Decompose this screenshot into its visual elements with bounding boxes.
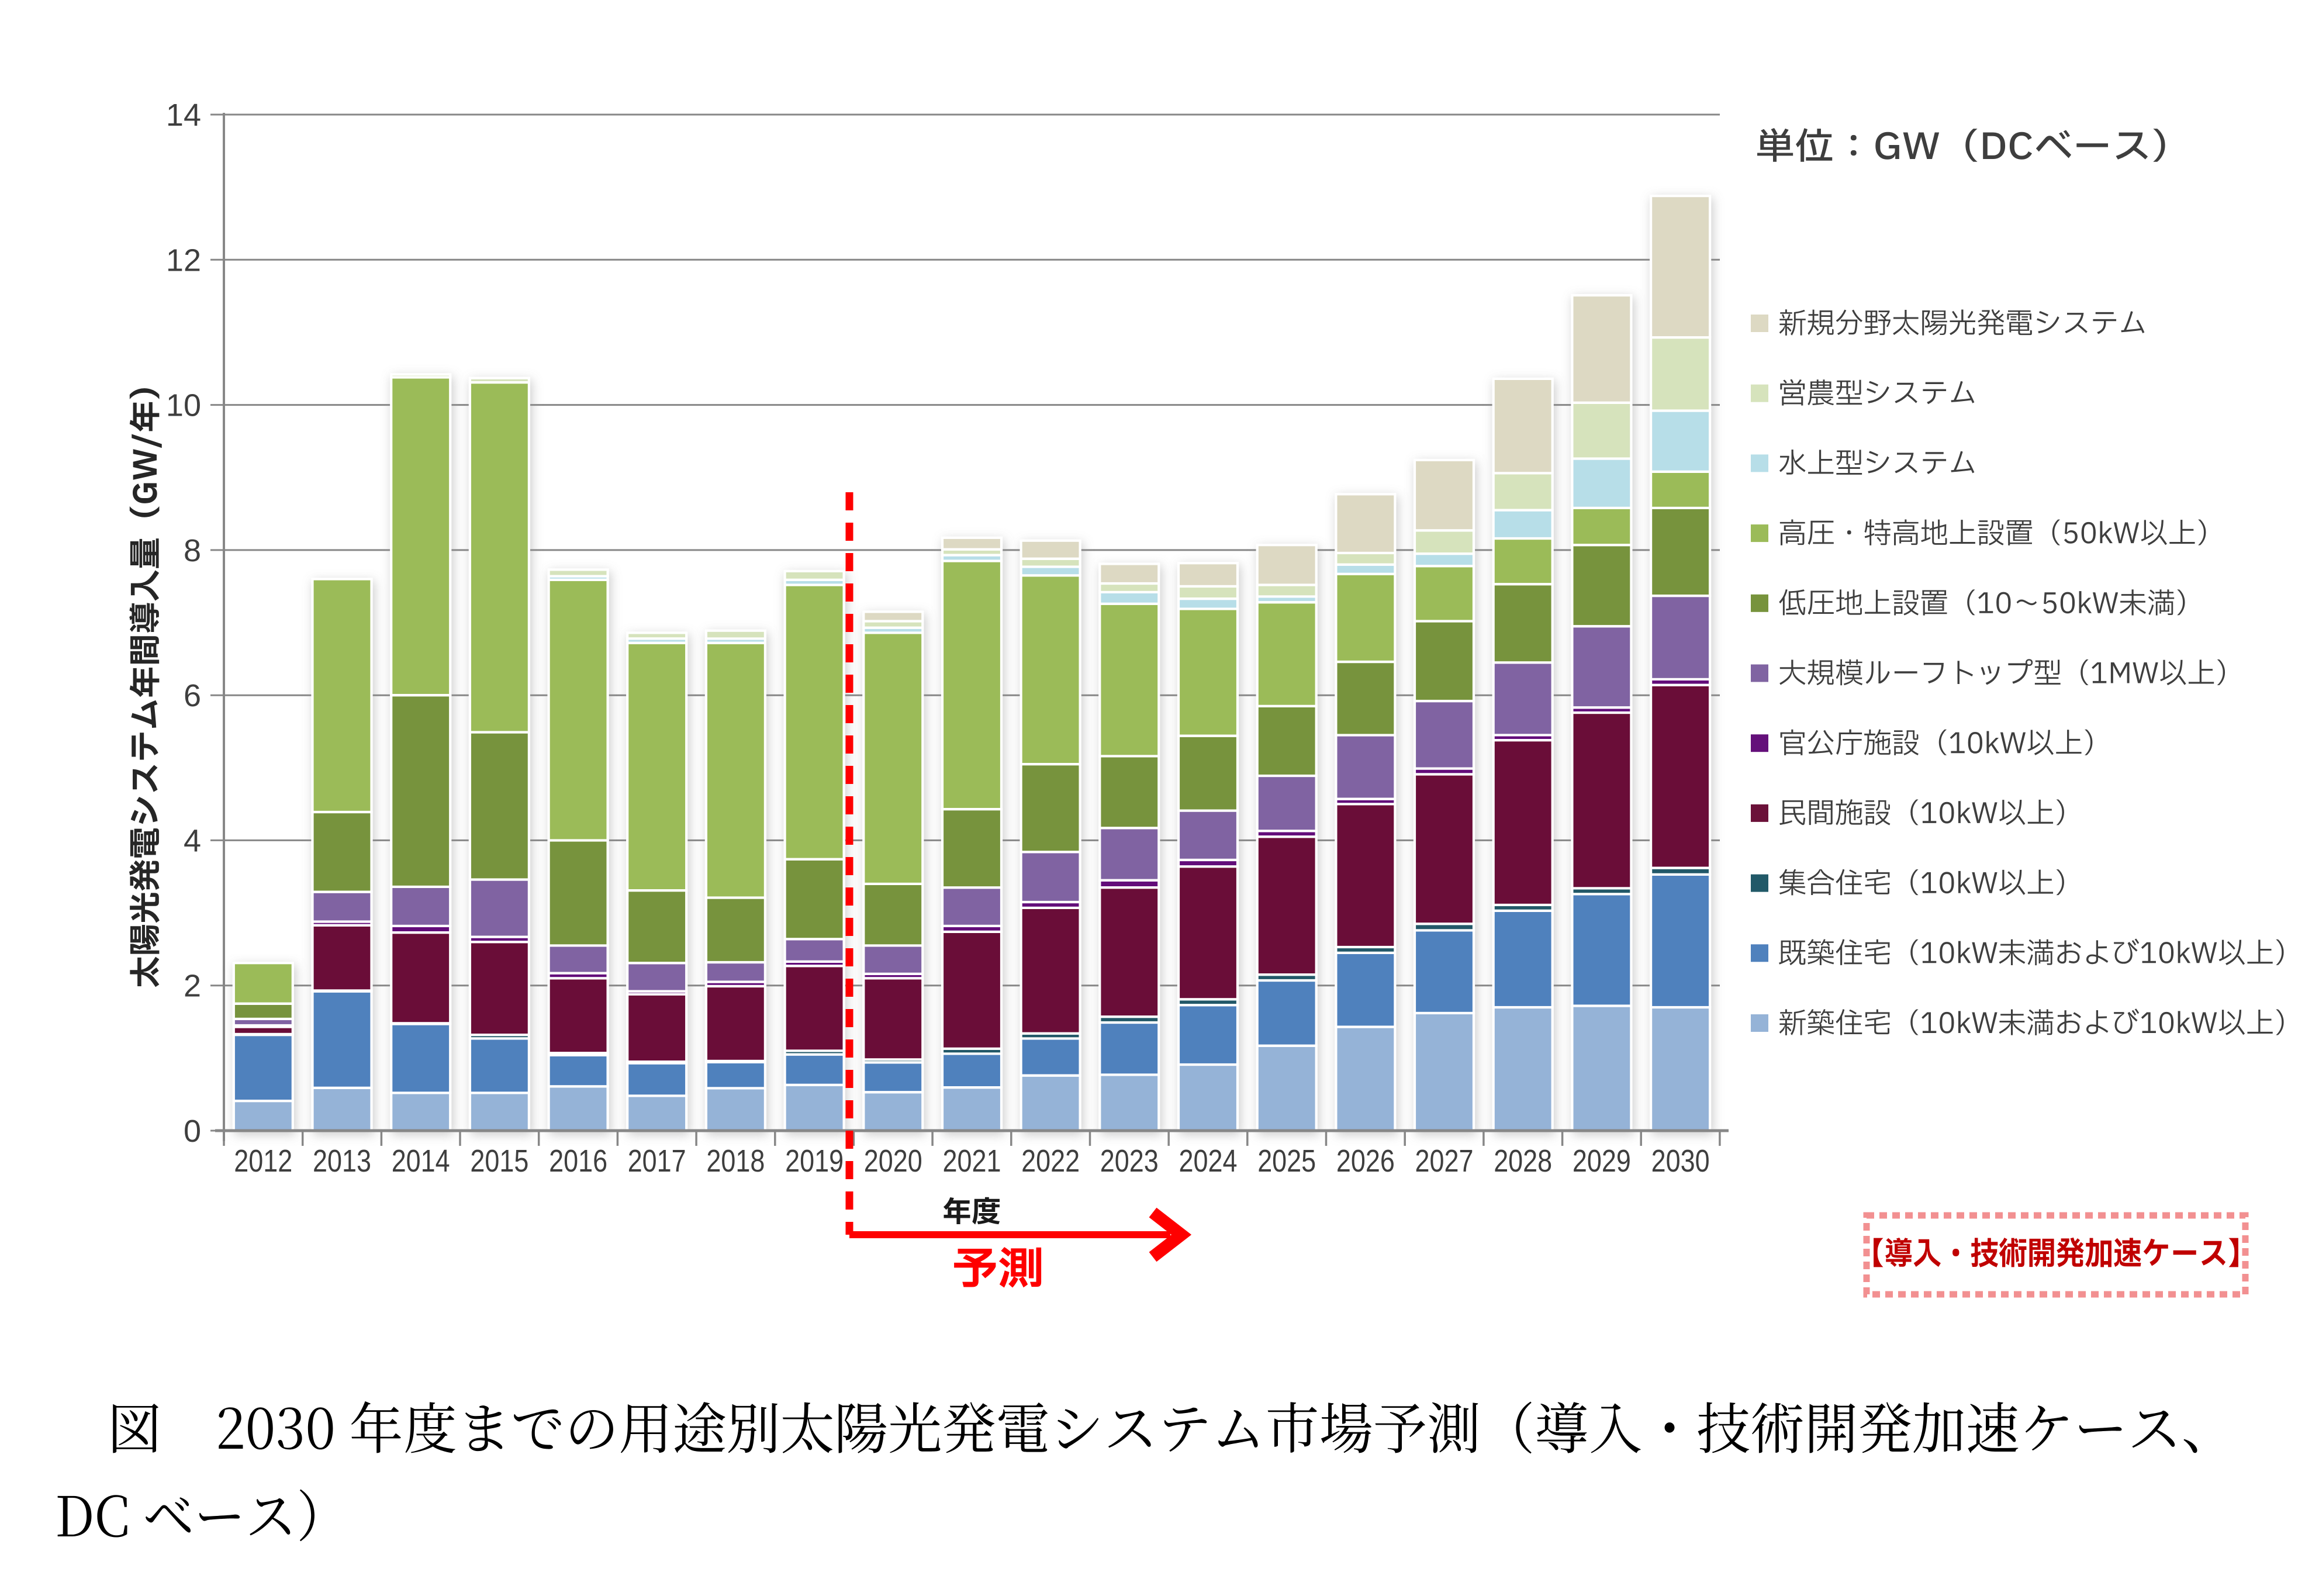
svg-text:2012: 2012 [234, 1144, 292, 1179]
svg-text:2024: 2024 [1179, 1144, 1238, 1179]
svg-text:2016: 2016 [549, 1144, 607, 1179]
svg-text:2030: 2030 [1651, 1144, 1710, 1179]
svg-text:14: 14 [166, 98, 201, 133]
svg-text:2027: 2027 [1415, 1144, 1474, 1179]
svg-text:2022: 2022 [1021, 1144, 1080, 1179]
svg-text:2015: 2015 [470, 1144, 528, 1179]
svg-text:2014: 2014 [392, 1144, 450, 1179]
svg-text:0: 0 [184, 1114, 201, 1149]
svg-text:10: 10 [166, 388, 201, 423]
svg-text:2025: 2025 [1257, 1144, 1316, 1179]
svg-text:2013: 2013 [313, 1144, 371, 1179]
svg-text:2: 2 [184, 969, 201, 1004]
svg-text:2029: 2029 [1573, 1144, 1631, 1179]
svg-text:2017: 2017 [628, 1144, 686, 1179]
svg-text:12: 12 [166, 243, 201, 278]
svg-text:2019: 2019 [785, 1144, 844, 1179]
svg-text:8: 8 [184, 533, 201, 568]
svg-text:2020: 2020 [864, 1144, 922, 1179]
svg-text:2023: 2023 [1100, 1144, 1159, 1179]
svg-text:2028: 2028 [1494, 1144, 1552, 1179]
svg-text:2018: 2018 [706, 1144, 765, 1179]
svg-text:6: 6 [184, 678, 201, 713]
svg-text:4: 4 [184, 823, 201, 858]
svg-text:2021: 2021 [943, 1144, 1001, 1179]
svg-text:2026: 2026 [1336, 1144, 1395, 1179]
